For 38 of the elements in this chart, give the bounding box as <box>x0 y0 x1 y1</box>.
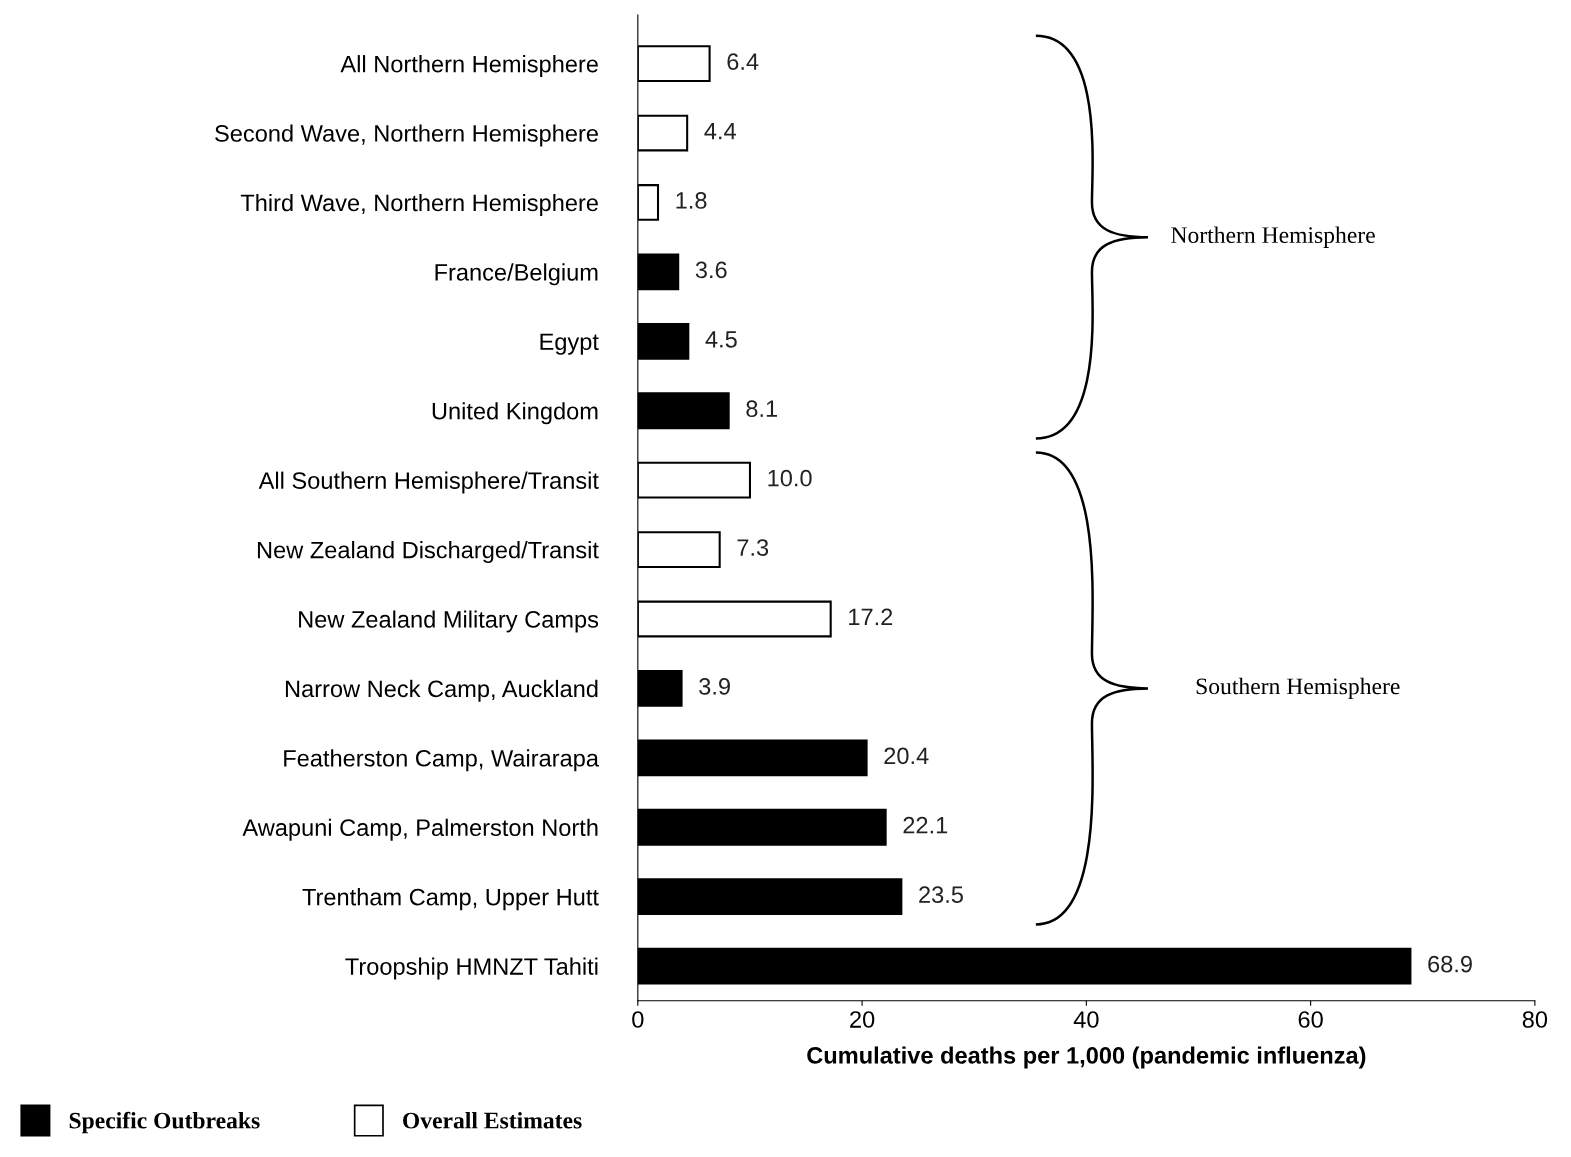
data-label: 68.9 <box>1428 955 1472 973</box>
data-label: 23.5 <box>919 886 963 904</box>
y-tick-label: New Zealand Military Camps <box>299 610 599 633</box>
data-label: 20.4 <box>884 747 929 765</box>
y-tick-label: Featherston Camp, Wairarapa <box>284 749 599 772</box>
data-label: 3.9 <box>699 678 730 695</box>
y-tick-label: Troopship HMNZT Tahiti <box>345 957 598 980</box>
data-label: 10.0 <box>768 469 812 487</box>
data-label: 8.1 <box>746 400 777 418</box>
annotation: Northern Hemisphere <box>1171 226 1375 248</box>
y-tick-label: All Southern Hemisphere/Transit <box>258 471 599 494</box>
legend-label: Overall Estimates <box>403 1111 582 1129</box>
y-tick-label: All Northern Hemisphere <box>340 55 598 78</box>
data-label: 17.2 <box>849 608 893 626</box>
data-label: 1.8 <box>676 192 707 209</box>
y-tick-label: United Kingdom <box>432 402 598 425</box>
y-tick-label: Egypt <box>540 333 599 355</box>
annotation: Southern Hemisphere <box>1196 677 1400 700</box>
data-label: 7.3 <box>737 539 769 556</box>
data-label: 4.4 <box>704 122 736 140</box>
x-tick-label: 40 <box>1073 1011 1099 1028</box>
y-tick-label: Third Wave, Northern Hemisphere <box>240 193 598 216</box>
x-tick-label: 60 <box>1298 1011 1323 1028</box>
data-label: 6.4 <box>727 53 759 70</box>
y-tick-label: Second Wave, Northern Hemisphere <box>215 124 598 147</box>
y-tick-label: France/Belgium <box>435 263 598 286</box>
x-tick-label: 20 <box>850 1011 875 1028</box>
x-tick-label: 0 <box>632 1011 644 1028</box>
data-label: 3.6 <box>695 261 727 279</box>
y-tick-label: Narrow Neck Camp, Auckland <box>285 679 598 702</box>
y-tick-label: Trentham Camp, Upper Hutt <box>302 888 599 911</box>
x-tick-label: 80 <box>1522 1011 1548 1028</box>
legend-label: Specific Outbreaks <box>69 1111 260 1134</box>
y-tick-label: New Zealand Discharged/Transit <box>257 541 599 564</box>
data-label: 4.5 <box>705 331 737 348</box>
data-label: 22.1 <box>903 816 948 834</box>
y-tick-label: Awapuni Camp, Palmerston North <box>242 818 598 841</box>
x-axis-title: Cumulative deaths per 1,000 (pandemic influenza) <box>807 1046 1366 1069</box>
